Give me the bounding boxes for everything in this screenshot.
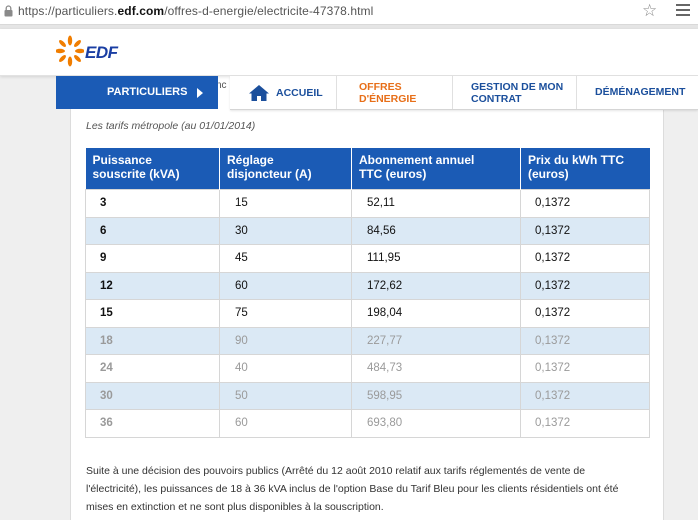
cell-reglage: 45	[219, 244, 352, 273]
cell-puissance: 15	[85, 299, 220, 328]
edf-logo-text: EDF	[85, 43, 118, 62]
cell-prix: 0,1372	[520, 244, 650, 273]
tab-offres-label: OFFRES D'ÉNERGIE	[359, 81, 416, 105]
table-caption: Les tarifs métropole (au 01/01/2014)	[86, 120, 256, 132]
header-row: Puissance souscrite (kVA) Réglage disjonct…	[85, 148, 650, 190]
cell-reglage: 75	[219, 299, 352, 328]
cell-puissance: 9	[85, 244, 220, 273]
tab-gestion-line-2: CONTRAT	[471, 93, 522, 105]
table-row: 15 75 198,04 0,1372	[85, 299, 650, 328]
tab-demenagement-label: DÉMÉNAGEMENT	[595, 86, 686, 98]
cell-abonnement: 52,11	[351, 189, 521, 218]
tariff-table: Puissance souscrite (kVA) Réglage disjonct…	[85, 148, 650, 438]
table-row-discontinued: 30 50 598,95 0,1372	[85, 381, 650, 410]
cell-prix: 0,1372	[520, 271, 650, 300]
note-line-2: l'électricité), les puissances de 18 à 3…	[86, 483, 619, 495]
table-body: 3 15 52,11 0,1372 6 30 84,56 0,1372 9 45 111,95 0…	[85, 189, 650, 438]
particuliers-label: PARTICULIERS	[107, 86, 188, 98]
table-row-discontinued: 18 90 227,77 0,1372	[85, 326, 650, 355]
tab-offres-line-1: OFFRES	[359, 81, 402, 93]
tab-gestion-label: GESTION DE MON CONTRAT	[471, 81, 563, 105]
cell-prix: 0,1372	[520, 354, 650, 383]
url-text[interactable]: https://particuliers.edf.com/offres-d-en…	[18, 4, 373, 18]
cell-reglage: 60	[219, 271, 352, 300]
tab-offres-line-2: D'ÉNERGIE	[359, 93, 417, 105]
cell-puissance: 12	[85, 271, 220, 300]
cell-puissance: 6	[85, 216, 220, 245]
cell-abonnement: 172,62	[351, 271, 521, 300]
header-puissance: Puissance souscrite (kVA)	[85, 148, 220, 190]
cell-prix: 0,1372	[520, 189, 650, 218]
cell-reglage: 90	[219, 326, 352, 355]
cell-abonnement: 198,04	[351, 299, 521, 328]
home-icon	[249, 85, 269, 101]
note-line-1: Suite à une décision des pouvoirs public…	[86, 465, 586, 477]
cell-puissance: 36	[85, 409, 220, 438]
header-prix-kwh: Prix du kWh TTC (euros)	[520, 148, 650, 190]
table-row: 9 45 111,95 0,1372	[85, 244, 650, 273]
header-puissance-line-2: souscrite (kVA)	[92, 167, 180, 181]
lock-icon	[4, 5, 13, 17]
cell-puissance: 18	[85, 326, 220, 355]
stub-line-2: nc	[216, 80, 227, 91]
main-navigation: PARTICULIERS ACCUEIL OFFRES D'ÉNERGIE GE…	[56, 76, 698, 110]
cell-abonnement: 484,73	[351, 354, 521, 383]
cell-abonnement: 693,80	[351, 409, 521, 438]
hamburger-menu-icon[interactable]	[676, 4, 690, 18]
cell-prix: 0,1372	[520, 326, 650, 355]
header-reglage-line-2: disjoncteur (A)	[227, 167, 312, 181]
tab-gestion-line-1: GESTION DE MON	[471, 81, 564, 93]
nav-tabs: ACCUEIL OFFRES D'ÉNERGIE GESTION DE MON …	[230, 76, 698, 110]
table-row-discontinued: 24 40 484,73 0,1372	[85, 354, 650, 383]
cell-reglage: 15	[219, 189, 352, 218]
chevron-right-icon	[197, 88, 203, 98]
particuliers-button[interactable]: PARTICULIERS	[56, 76, 218, 109]
cell-puissance: 3	[85, 189, 220, 218]
cell-puissance: 24	[85, 354, 220, 383]
cell-prix: 0,1372	[520, 299, 650, 328]
site-header: EDF	[0, 29, 698, 76]
tab-accueil-label: ACCUEIL	[276, 87, 323, 99]
header-reglage: Réglage disjoncteur (A)	[219, 148, 352, 190]
tab-demenagement[interactable]: DÉMÉNAGEMENT	[576, 76, 698, 109]
cell-reglage: 30	[219, 216, 352, 245]
url-prefix: https://particuliers.	[18, 4, 118, 18]
tab-offres-energie[interactable]: OFFRES D'ÉNERGIE	[336, 76, 452, 109]
cell-abonnement: 227,77	[351, 326, 521, 355]
tab-gestion-contrat[interactable]: GESTION DE MON CONTRAT	[452, 76, 576, 109]
url-path: /offres-d-energie/electricite-47378.html	[164, 4, 374, 18]
cell-reglage: 50	[219, 381, 352, 410]
table-row-discontinued: 36 60 693,80 0,1372	[85, 409, 650, 438]
table-row: 3 15 52,11 0,1372	[85, 189, 650, 218]
header-prix-line-2: (euros)	[528, 167, 569, 181]
toolbar-divider	[0, 25, 698, 29]
tab-accueil[interactable]: ACCUEIL	[230, 76, 336, 109]
table-row: 12 60 172,62 0,1372	[85, 271, 650, 300]
header-puissance-line-1: Puissance	[92, 153, 152, 167]
cell-abonnement: 84,56	[351, 216, 521, 245]
header-prix-line-1: Prix du kWh TTC	[528, 153, 624, 167]
note-line-3: mises en extinction et ne sont plus disp…	[86, 501, 384, 513]
header-abonnement: Abonnement annuel TTC (euros)	[351, 148, 521, 190]
cell-prix: 0,1372	[520, 216, 650, 245]
cell-abonnement: 111,95	[351, 244, 521, 273]
cell-puissance: 30	[85, 381, 220, 410]
browser-address-bar[interactable]: https://particuliers.edf.com/offres-d-en…	[0, 0, 698, 25]
table-header: Puissance souscrite (kVA) Réglage disjonct…	[85, 148, 650, 190]
cell-prix: 0,1372	[520, 381, 650, 410]
header-abonnement-line-2: TTC (euros)	[359, 167, 427, 181]
cell-abonnement: 598,95	[351, 381, 521, 410]
edf-sun-icon	[56, 35, 84, 67]
cell-reglage: 40	[219, 354, 352, 383]
edf-logo[interactable]: EDF	[56, 35, 126, 67]
url-domain: edf.com	[117, 4, 165, 18]
cell-prix: 0,1372	[520, 409, 650, 438]
header-reglage-line-1: Réglage	[227, 153, 274, 167]
header-abonnement-line-1: Abonnement annuel	[359, 153, 475, 167]
extinction-note: Suite à une décision des pouvoirs public…	[86, 462, 646, 516]
table-row: 6 30 84,56 0,1372	[85, 216, 650, 245]
star-icon[interactable]: ☆	[642, 1, 658, 20]
cell-reglage: 60	[219, 409, 352, 438]
